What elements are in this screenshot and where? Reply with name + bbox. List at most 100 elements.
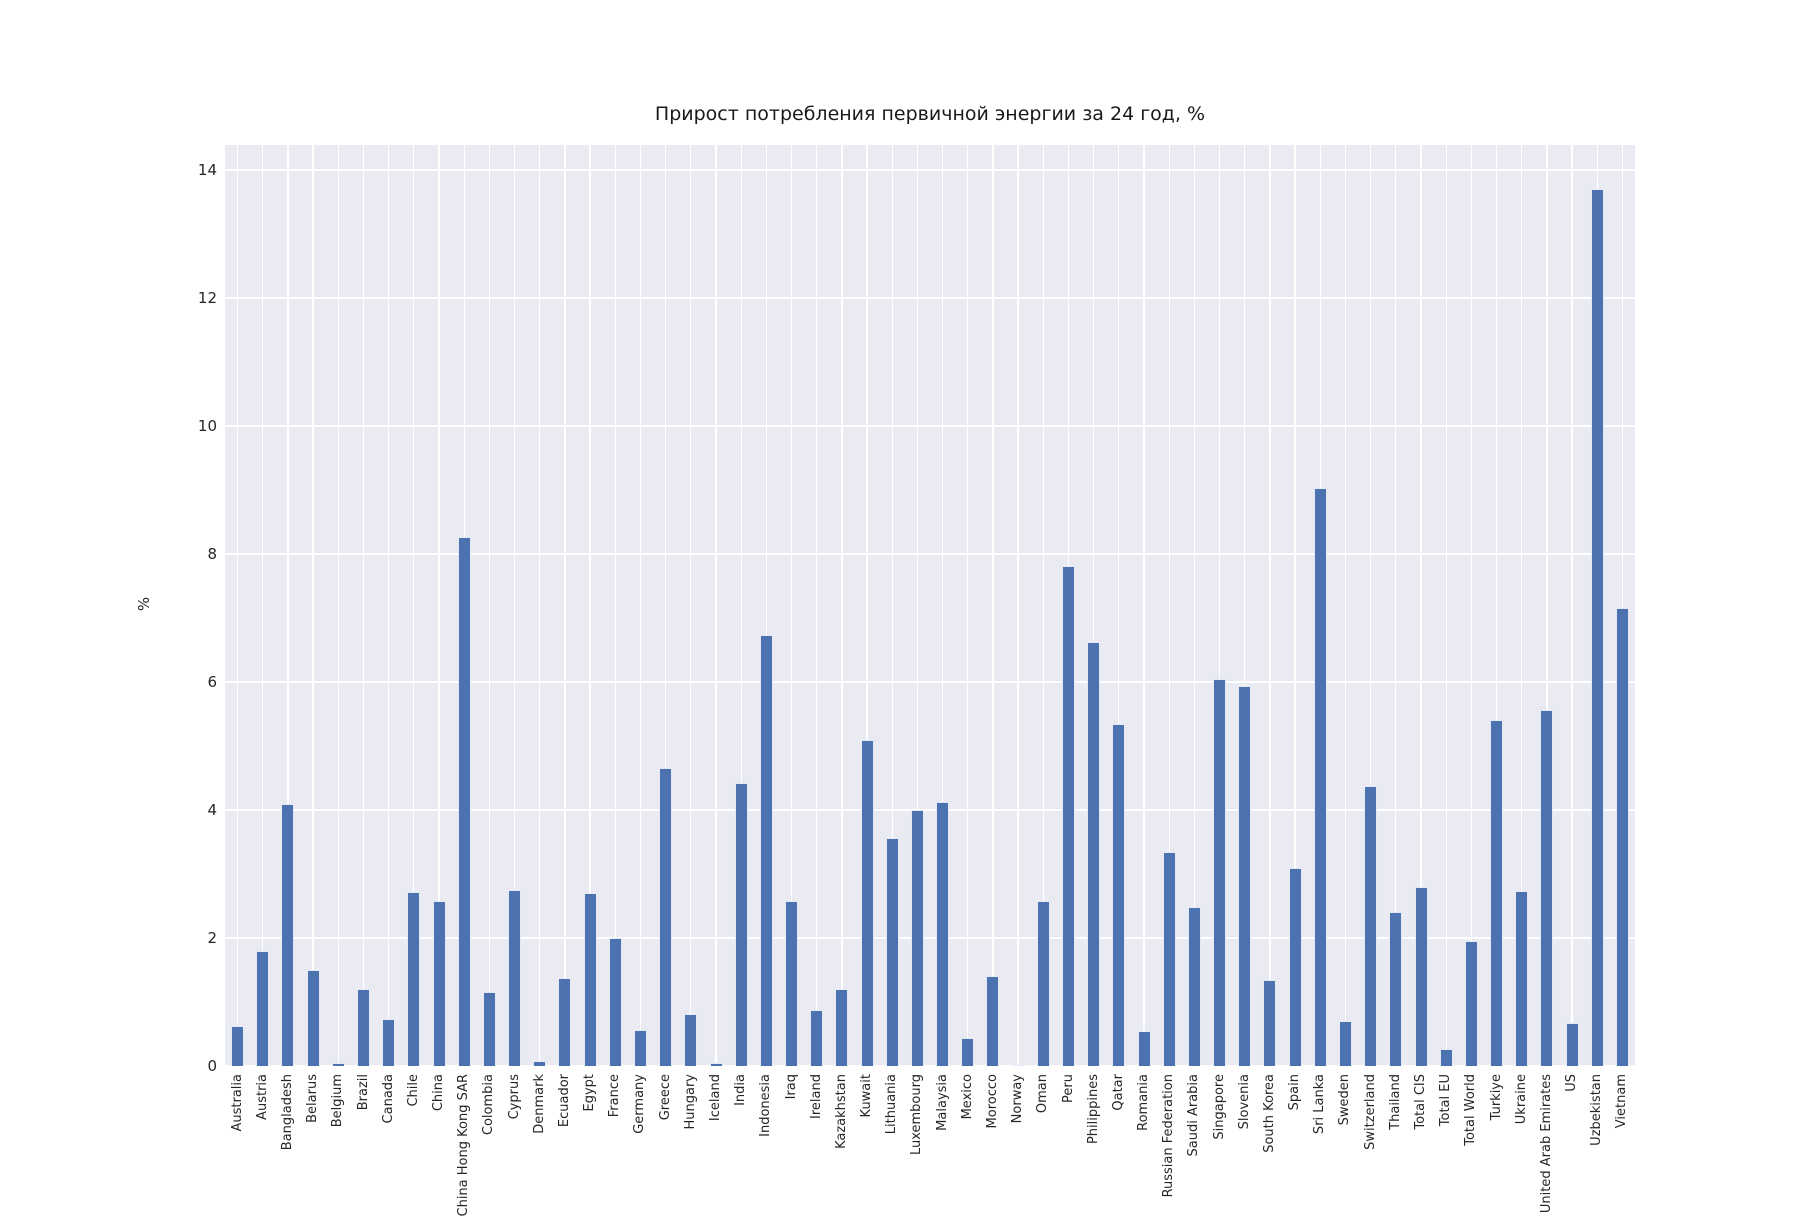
x-tick-label: Vietnam bbox=[1614, 1074, 1630, 1129]
plot-area bbox=[225, 145, 1635, 1067]
x-gridline bbox=[1470, 145, 1472, 1066]
bar-indonesia bbox=[759, 635, 773, 1066]
bar-vietnam bbox=[1615, 608, 1629, 1066]
bar-india bbox=[734, 783, 748, 1066]
y-gridline bbox=[225, 553, 1635, 555]
x-gridline bbox=[413, 145, 415, 1066]
x-gridline bbox=[1269, 145, 1271, 1066]
bar-belarus bbox=[306, 970, 320, 1066]
bar-qatar bbox=[1112, 724, 1126, 1066]
bar-brazil bbox=[357, 989, 370, 1066]
x-gridline bbox=[992, 145, 994, 1066]
x-tick-label: Uzbekistan bbox=[1589, 1074, 1605, 1146]
x-gridline bbox=[941, 145, 944, 1066]
x-tick-label: Lithuania bbox=[884, 1074, 900, 1135]
bar-sri-lanka bbox=[1313, 488, 1327, 1066]
bar-ecuador bbox=[558, 977, 572, 1066]
x-tick-label: Austria bbox=[254, 1074, 270, 1120]
bar-singapore bbox=[1213, 678, 1227, 1066]
bar-kuwait bbox=[860, 740, 874, 1066]
x-tick-label: France bbox=[607, 1074, 623, 1118]
bar-china-hong-kong-sar bbox=[457, 536, 471, 1066]
x-tick-label: Romania bbox=[1136, 1074, 1151, 1131]
bar-cyprus bbox=[508, 890, 522, 1066]
x-gridline bbox=[337, 145, 339, 1066]
bar-oman bbox=[1036, 900, 1050, 1066]
x-gridline bbox=[438, 145, 440, 1066]
y-gridline bbox=[225, 425, 1635, 427]
bar-colombia bbox=[482, 992, 496, 1066]
x-gridline bbox=[891, 145, 893, 1066]
x-gridline bbox=[866, 145, 868, 1066]
x-tick-label: China Hong Kong SAR bbox=[456, 1074, 472, 1217]
x-tick-label: Malaysia bbox=[934, 1074, 950, 1131]
bar-kazakhstan bbox=[835, 988, 849, 1066]
bar-france bbox=[608, 938, 622, 1066]
x-tick-label: Total CIS bbox=[1413, 1074, 1428, 1130]
x-tick-label: Australia bbox=[229, 1074, 245, 1132]
x-gridline bbox=[841, 145, 843, 1066]
x-gridline bbox=[236, 145, 239, 1066]
x-gridline bbox=[664, 145, 667, 1066]
bar-saudi-arabia bbox=[1187, 906, 1201, 1066]
bar-us bbox=[1565, 1023, 1579, 1066]
x-tick-label: Ecuador bbox=[556, 1074, 572, 1128]
x-gridline bbox=[1017, 145, 1019, 1066]
bar-romania bbox=[1137, 1030, 1151, 1066]
bar-lithuania bbox=[885, 838, 899, 1066]
x-tick-label: Kuwait bbox=[859, 1074, 875, 1118]
x-tick-label: Mexico bbox=[959, 1074, 975, 1120]
bar-australia bbox=[231, 1026, 245, 1066]
bar-russian-federation bbox=[1162, 852, 1176, 1066]
x-tick-label: Sweden bbox=[1337, 1074, 1353, 1126]
x-tick-label: China bbox=[431, 1074, 446, 1112]
bar-belgium bbox=[331, 1063, 345, 1066]
x-gridline bbox=[1294, 145, 1296, 1066]
x-gridline bbox=[1546, 145, 1548, 1066]
bar-morocco bbox=[986, 976, 1000, 1066]
x-tick-label: Saudi Arabia bbox=[1186, 1074, 1202, 1157]
x-gridline bbox=[262, 145, 264, 1066]
x-gridline bbox=[1571, 145, 1573, 1066]
x-tick-label: Iraq bbox=[783, 1074, 799, 1100]
y-tick-label: 2 bbox=[207, 928, 217, 947]
x-tick-label: Chile bbox=[405, 1074, 421, 1107]
bar-egypt bbox=[583, 892, 597, 1066]
bar-total-cis bbox=[1414, 886, 1428, 1066]
x-gridline bbox=[564, 145, 566, 1066]
x-tick-label: Peru bbox=[1060, 1074, 1076, 1103]
x-tick-label: Germany bbox=[632, 1074, 648, 1134]
x-gridline bbox=[1344, 145, 1347, 1066]
x-gridline bbox=[1495, 145, 1498, 1066]
bar-switzerland bbox=[1364, 786, 1378, 1066]
bar-total-eu bbox=[1439, 1049, 1453, 1066]
x-tick-label: Qatar bbox=[1110, 1074, 1126, 1111]
bar-ukraine bbox=[1515, 891, 1529, 1066]
x-tick-label: Belgium bbox=[330, 1074, 346, 1128]
bar-hungary bbox=[684, 1014, 698, 1066]
x-tick-label: Kazakhstan bbox=[833, 1074, 849, 1149]
x-tick-label: Greece bbox=[657, 1074, 673, 1121]
y-tick-label: 6 bbox=[207, 672, 217, 691]
x-tick-label: Brazil bbox=[355, 1074, 371, 1111]
bar-chile bbox=[407, 891, 421, 1066]
y-tick-label: 0 bbox=[207, 1056, 217, 1075]
x-tick-label: United Arab Emirates bbox=[1538, 1074, 1554, 1214]
bar-united-arab-emirates bbox=[1540, 709, 1554, 1066]
bar-iraq bbox=[785, 900, 798, 1066]
x-gridline bbox=[1420, 145, 1422, 1066]
bar-germany bbox=[633, 1030, 647, 1066]
bar-south-korea bbox=[1263, 979, 1277, 1066]
chart-title: Прирост потребления первичной энергии за… bbox=[654, 103, 1206, 125]
bar-uzbekistan bbox=[1590, 189, 1604, 1066]
bar-mexico bbox=[961, 1037, 975, 1066]
y-axis-label: % bbox=[135, 596, 154, 612]
x-gridline bbox=[816, 145, 818, 1066]
x-gridline bbox=[967, 145, 969, 1066]
bar-thailand bbox=[1389, 912, 1403, 1066]
x-tick-label: Singapore bbox=[1211, 1074, 1227, 1140]
x-gridline bbox=[1193, 145, 1196, 1066]
x-tick-label: Norway bbox=[1010, 1074, 1026, 1124]
x-gridline bbox=[513, 145, 516, 1066]
